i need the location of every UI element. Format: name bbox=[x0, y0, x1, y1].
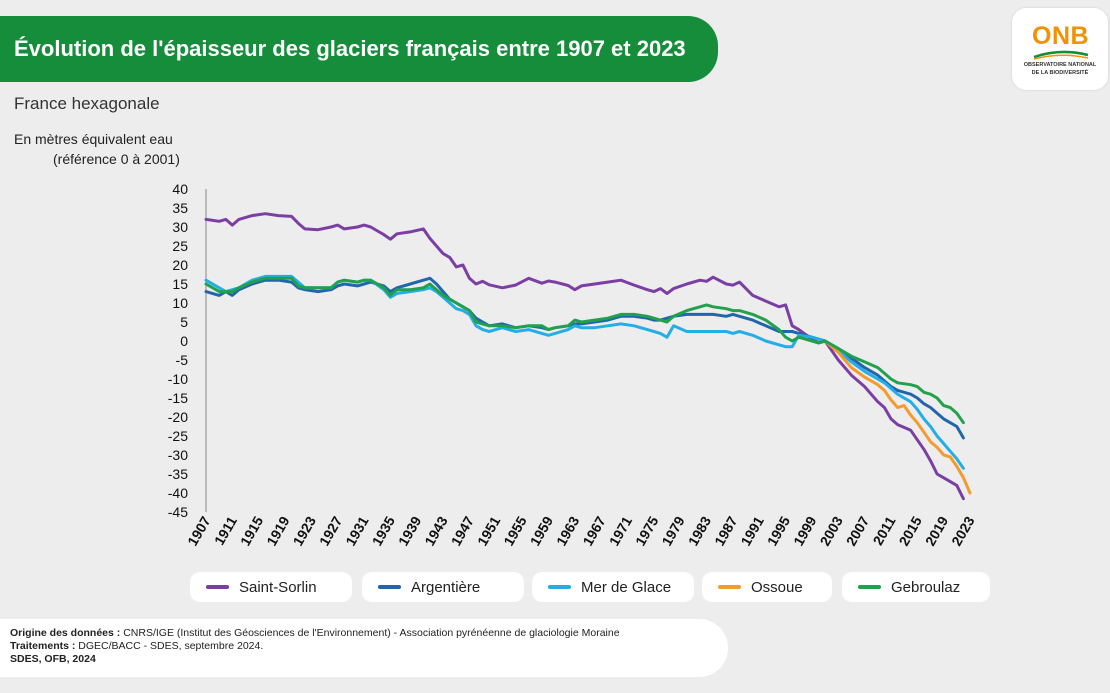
footer-sources: Origine des données : CNRS/IGE (Institut… bbox=[0, 619, 728, 677]
legend-label: Saint-Sorlin bbox=[239, 579, 317, 596]
y-tick-label: 30 bbox=[172, 219, 188, 235]
x-tick-label: 1907 bbox=[184, 513, 214, 548]
x-tick-label: 2015 bbox=[895, 513, 925, 548]
title-bar: Évolution de l'épaisseur des glaciers fr… bbox=[0, 16, 718, 82]
y-tick-label: 5 bbox=[180, 314, 188, 330]
legend-item: Argentière bbox=[362, 572, 524, 602]
legend-item: Mer de Glace bbox=[532, 572, 694, 602]
footer-origin-text: CNRS/IGE (Institut des Géosciences de l'… bbox=[120, 627, 620, 639]
y-axis-tick-labels: 40 35 30 25 20 15 10 5 0 -5 -10 -15 -20 -25 -30 -35 -40 -… bbox=[168, 181, 188, 520]
legend-item: Ossoue bbox=[702, 572, 832, 602]
region-subtitle: France hexagonale bbox=[14, 94, 160, 113]
series-line-saint-sorlin bbox=[204, 212, 965, 501]
legend-item: Gebroulaz bbox=[842, 572, 990, 602]
y-tick-label: -45 bbox=[168, 504, 188, 520]
footer-processing-label: Traitements : bbox=[10, 640, 76, 652]
chart-title: Évolution de l'épaisseur des glaciers fr… bbox=[14, 36, 686, 61]
footer-origin: Origine des données : CNRS/IGE (Institut… bbox=[10, 627, 620, 639]
y-tick-label: -15 bbox=[168, 390, 188, 406]
legend-swatch bbox=[718, 585, 741, 589]
x-tick-label: 1935 bbox=[369, 513, 399, 548]
x-tick-label: 1911 bbox=[211, 513, 240, 547]
footer-origin-label: Origine des données : bbox=[10, 627, 121, 639]
x-tick-label: 1995 bbox=[764, 513, 794, 548]
legend-item: Saint-Sorlin bbox=[190, 572, 352, 602]
y-axis-unit: En mètres équivalent eau bbox=[14, 131, 173, 147]
x-tick-label: 1967 bbox=[579, 513, 609, 548]
x-tick-label: 1983 bbox=[685, 513, 715, 548]
x-tick-label: 1963 bbox=[553, 513, 583, 548]
x-tick-label: 1999 bbox=[790, 513, 820, 548]
x-tick-label: 1959 bbox=[527, 513, 557, 548]
x-tick-label: 1951 bbox=[474, 513, 504, 548]
legend-label: Ossoue bbox=[751, 579, 803, 596]
logo-subtitle-2: DE LA BIODIVERSITÉ bbox=[1031, 70, 1089, 76]
onb-logo: ONB OBSERVATOIRE NATIONAL DE LA BIODIVER… bbox=[1012, 8, 1108, 90]
y-tick-label: 20 bbox=[172, 257, 188, 273]
legend-swatch bbox=[548, 585, 571, 589]
logo-text: ONB bbox=[1032, 22, 1090, 50]
footer-processing-text: DGEC/BACC - SDES, septembre 2024. bbox=[75, 640, 264, 652]
legend-label: Argentière bbox=[411, 579, 481, 596]
x-tick-label: 2011 bbox=[870, 513, 899, 547]
x-tick-label: 1943 bbox=[421, 513, 451, 548]
y-tick-label: -30 bbox=[168, 447, 188, 463]
y-tick-label: 35 bbox=[172, 200, 188, 216]
series-line-ossoue bbox=[823, 339, 972, 495]
y-axis-reference: (référence 0 à 2001) bbox=[53, 151, 180, 167]
x-tick-label: 2007 bbox=[843, 513, 873, 548]
legend-swatch bbox=[858, 585, 881, 589]
x-tick-label: 1987 bbox=[711, 513, 741, 548]
x-axis-tick-labels: 1907191119151919192319271931193519391943… bbox=[184, 513, 978, 548]
x-tick-label: 1927 bbox=[316, 513, 346, 548]
logo-subtitle-1: OBSERVATOIRE NATIONAL bbox=[1023, 62, 1097, 68]
y-tick-label: 25 bbox=[172, 238, 188, 254]
legend-swatch bbox=[206, 585, 229, 589]
y-tick-label: -5 bbox=[176, 352, 189, 368]
footer-credit: SDES, OFB, 2024 bbox=[10, 653, 96, 665]
chart-legend: Saint-Sorlin Argentière Mer de Glace Ossoue… bbox=[190, 572, 990, 604]
x-tick-label: 2003 bbox=[816, 513, 846, 548]
series-line-argenti-re bbox=[204, 276, 965, 440]
y-tick-label: -20 bbox=[168, 409, 188, 425]
series-line-gebroulaz bbox=[204, 276, 965, 425]
x-tick-label: 1915 bbox=[237, 513, 267, 548]
x-tick-label: 2023 bbox=[948, 513, 978, 548]
y-tick-label: 15 bbox=[172, 276, 188, 292]
x-tick-label: 1991 bbox=[737, 513, 767, 548]
y-tick-label: -40 bbox=[168, 485, 188, 501]
footer-processing: Traitements : DGEC/BACC - SDES, septembr… bbox=[10, 640, 263, 652]
chart-series-lines bbox=[204, 212, 972, 501]
x-tick-label: 1971 bbox=[606, 513, 636, 548]
x-tick-label: 1923 bbox=[290, 513, 320, 548]
y-tick-label: -35 bbox=[168, 466, 188, 482]
x-tick-label: 1939 bbox=[395, 513, 425, 548]
legend-label: Mer de Glace bbox=[581, 579, 672, 596]
y-tick-label: 0 bbox=[180, 333, 188, 349]
x-tick-label: 1975 bbox=[632, 513, 662, 548]
y-tick-label: 10 bbox=[172, 295, 188, 311]
y-tick-label: -25 bbox=[168, 428, 188, 444]
x-tick-label: 1919 bbox=[263, 513, 293, 548]
y-tick-label: -10 bbox=[168, 371, 188, 387]
y-tick-label: 40 bbox=[172, 181, 188, 197]
legend-swatch bbox=[378, 585, 401, 589]
x-tick-label: 1979 bbox=[658, 513, 688, 548]
x-tick-label: 1931 bbox=[342, 513, 372, 548]
legend-label: Gebroulaz bbox=[891, 579, 961, 596]
x-tick-label: 1947 bbox=[448, 513, 478, 548]
x-tick-label: 2019 bbox=[922, 513, 952, 548]
x-tick-label: 1955 bbox=[500, 513, 530, 548]
logo-swoosh-icon bbox=[1033, 50, 1089, 60]
